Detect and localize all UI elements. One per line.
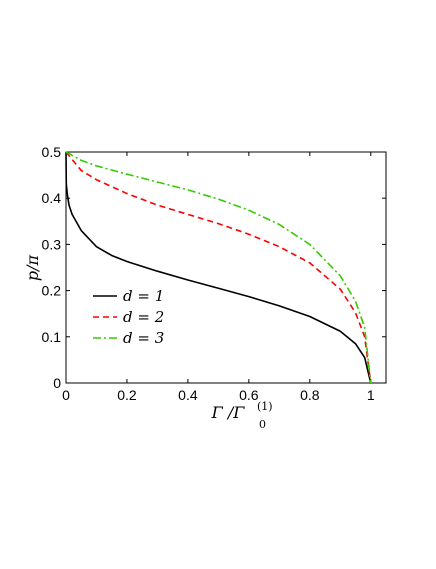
series-line-d3	[65, 151, 372, 384]
legend-label-d2: d = 2	[123, 308, 164, 326]
x-tick-label: 0.8	[300, 387, 320, 403]
x-tick-label: 0.6	[239, 387, 259, 403]
y-axis-label: p/π	[23, 254, 42, 281]
y-tick-label: 0.2	[42, 283, 62, 299]
y-tick-label: 0	[53, 375, 61, 391]
legend-label-d3: d = 3	[123, 329, 164, 347]
series-layer	[65, 151, 372, 384]
x-tick-label: 0	[62, 387, 70, 403]
x-tick-label: 1	[367, 387, 375, 403]
series-line-d1	[65, 151, 372, 384]
axes-frame	[65, 151, 387, 384]
legend-label-d1: d = 1	[123, 287, 164, 305]
x-tick-label: 0.2	[117, 387, 137, 403]
ticks: 0 0.2 0.4 0.6 0.8 1 0 0.1 0.2 0.3 0.4 0.5	[42, 144, 386, 403]
series-line-d2	[65, 151, 372, 384]
legend: d = 1 d = 2 d = 3	[93, 287, 164, 347]
y-tick-label: 0.5	[42, 144, 62, 160]
x-axis-label-superscript: (1)	[257, 400, 273, 413]
plot-area-border	[65, 151, 387, 384]
y-tick-label: 0.4	[42, 190, 62, 206]
y-tick-label: 0.1	[42, 329, 62, 345]
axis-labels: Γ /Γ 0 (1) p/π	[23, 254, 273, 431]
x-axis-label-subscript: 0	[259, 418, 266, 431]
x-tick-label: 0.4	[178, 387, 198, 403]
x-axis-label: Γ /Γ	[211, 403, 246, 422]
y-tick-label: 0.3	[42, 236, 62, 252]
